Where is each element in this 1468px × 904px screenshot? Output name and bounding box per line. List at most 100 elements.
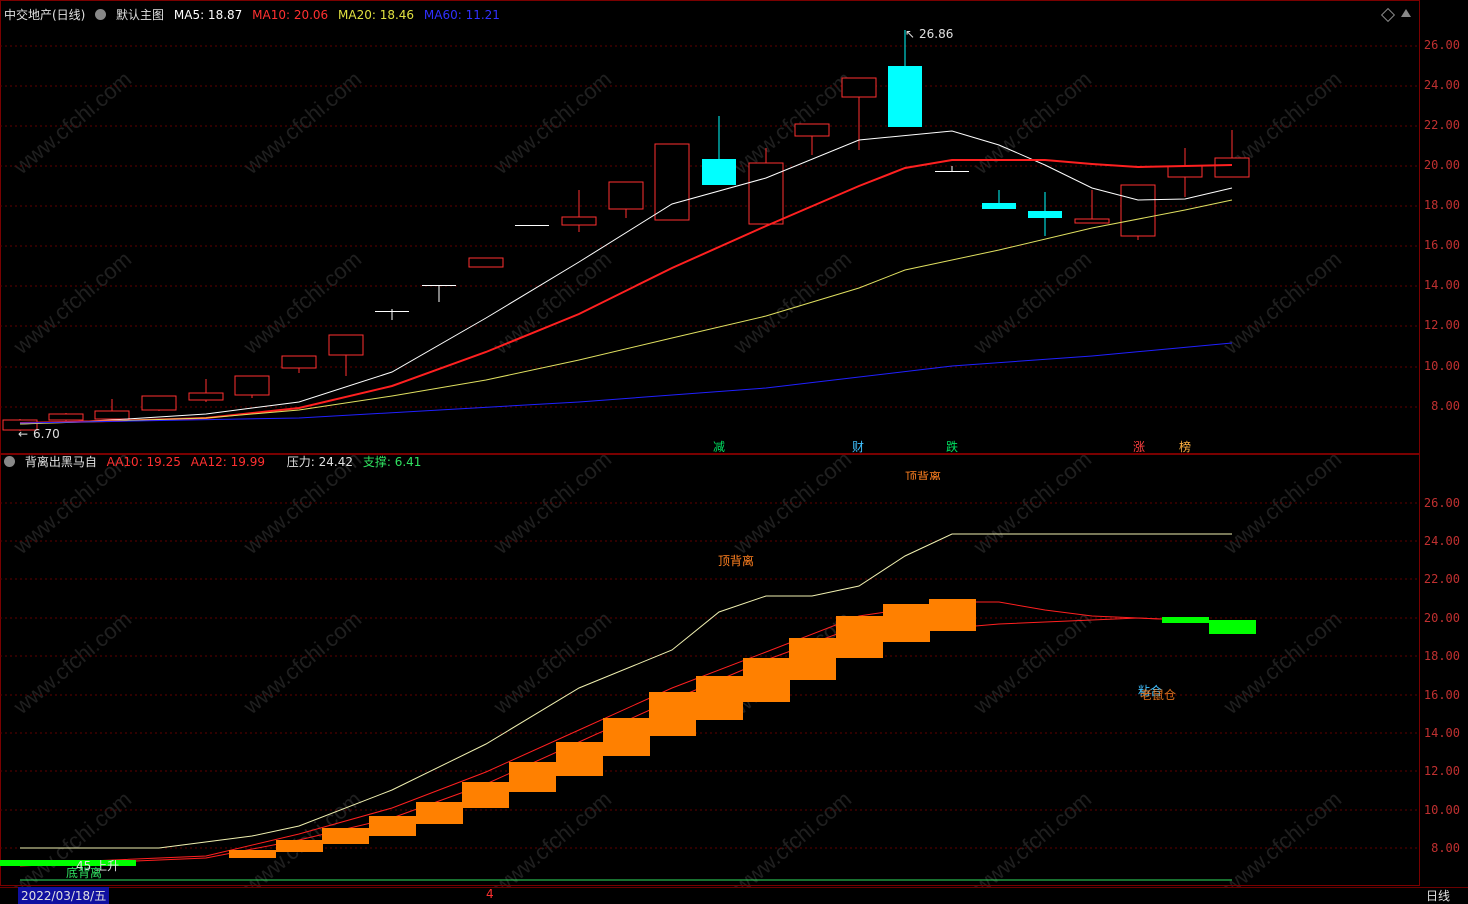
pressure-line — [20, 533, 1232, 849]
candle-body — [654, 143, 690, 221]
candle-body — [328, 334, 364, 356]
ma10-line — [19, 159, 1233, 424]
gear-icon[interactable] — [95, 9, 107, 20]
candle-body — [1074, 218, 1110, 224]
cursor-date-label: 2022/03/18/五 — [18, 887, 110, 904]
divergence-bar — [696, 676, 743, 720]
indicator-title[interactable]: 背离出黑马自 — [24, 455, 97, 469]
main-axis-tick: 16.00 — [1423, 238, 1460, 252]
indicator-axis-tick: 22.00 — [1423, 572, 1460, 586]
aa10-value: AA10: 19.25 — [106, 455, 181, 469]
candle-body — [422, 285, 456, 286]
indicator-axis-tick: 12.00 — [1423, 764, 1460, 778]
candle-body — [608, 181, 644, 210]
candle-body — [515, 225, 549, 226]
indicator-header: 背离出黑马自 AA10: 19.25 AA12: 19.99 压力: 24.42… — [4, 453, 427, 471]
candle-body — [2, 419, 38, 431]
template-name[interactable]: 默认主图 — [116, 8, 165, 22]
indicator-axis-tick: 8.00 — [1431, 841, 1460, 855]
candle-body — [702, 159, 736, 185]
main-axis-tick: 26.00 — [1423, 38, 1460, 52]
indicator-axis-tick: 18.00 — [1423, 649, 1460, 663]
main-axis-tick: 8.00 — [1431, 399, 1460, 413]
main-axis-tick: 12.00 — [1423, 318, 1460, 332]
event-marker: 榜 — [1179, 440, 1192, 454]
status-bar — [0, 887, 1468, 902]
indicator-panel[interactable] — [0, 454, 1420, 886]
indicator-axis-tick: 20.00 — [1423, 611, 1460, 625]
merge-signal-bar — [1209, 620, 1256, 634]
candle-body — [1120, 184, 1156, 237]
event-marker: 财 — [852, 440, 865, 454]
min-arrow: ← — [18, 427, 29, 441]
candle-body — [234, 375, 270, 396]
max-arrow: ↖ — [905, 27, 916, 41]
max-price-label: 26.86 — [919, 27, 954, 41]
candle-body — [94, 410, 130, 420]
ma5-value: MA5: 18.87 — [173, 8, 243, 22]
divergence-bar — [556, 742, 603, 776]
indicator-axis-tick: 16.00 — [1423, 688, 1460, 702]
candle-body — [748, 162, 784, 225]
ma60-line — [19, 342, 1233, 424]
candle-body — [935, 171, 969, 172]
ma20-value: MA20: 18.46 — [338, 8, 415, 22]
divergence-bar — [416, 802, 463, 824]
candle-body — [1167, 165, 1203, 178]
scroll-up-icon[interactable] — [1401, 9, 1411, 17]
main-axis-tick: 14.00 — [1423, 278, 1460, 292]
divergence-bar — [229, 850, 276, 858]
candle-body — [794, 123, 830, 137]
up-label: 45 上升 — [76, 859, 120, 873]
candle-body — [561, 216, 597, 226]
ma60-value: MA60: 11.21 — [423, 8, 500, 22]
indicator-axis-tick: 10.00 — [1423, 803, 1460, 817]
indicator-axis-tick: 26.00 — [1423, 496, 1460, 510]
divergence-bar — [369, 816, 416, 836]
main-axis-tick: 18.00 — [1423, 198, 1460, 212]
mid-marker: 4 — [486, 887, 494, 901]
divergence-bar — [509, 762, 556, 792]
candle-body — [888, 66, 922, 127]
candle-body — [188, 392, 224, 401]
divergence-bar — [789, 638, 836, 680]
aa10-line — [19, 601, 1233, 865]
candle-body — [48, 413, 84, 421]
top-divergence-label: 顶背离 — [718, 554, 755, 568]
bottom-signal-bar — [0, 860, 136, 866]
candle-body — [1214, 157, 1250, 178]
ma5-line — [19, 130, 1233, 425]
divergence-bar — [462, 782, 509, 808]
candle-body — [375, 311, 409, 312]
pressure-value: 压力: 24.42 — [286, 455, 354, 469]
divergence-bar — [836, 616, 883, 658]
gear-icon[interactable] — [4, 456, 15, 467]
main-axis-tick: 24.00 — [1423, 78, 1460, 92]
candle-body — [1028, 211, 1062, 218]
indicator-axis-tick: 24.00 — [1423, 534, 1460, 548]
divergence-bar — [883, 604, 930, 642]
ma10-value: MA10: 20.06 — [252, 8, 329, 22]
divergence-bar — [603, 718, 650, 756]
main-axis-tick: 10.00 — [1423, 359, 1460, 373]
divergence-bar — [929, 599, 976, 631]
main-axis-tick: 22.00 — [1423, 118, 1460, 132]
ma20-line — [19, 199, 1233, 425]
candle-body — [841, 77, 877, 98]
divergence-bar — [649, 692, 696, 736]
merge-label: 粘合 — [1138, 684, 1163, 698]
period-button[interactable]: 日线 — [1426, 889, 1451, 903]
main-chart-panel[interactable] — [0, 0, 1420, 454]
divergence-bar — [322, 828, 369, 844]
event-marker: 跌 — [946, 440, 959, 454]
aa12-value: AA12: 19.99 — [190, 455, 265, 469]
min-price-label: 6.70 — [33, 427, 60, 441]
candle-body — [982, 203, 1016, 209]
divergence-bar — [276, 840, 323, 852]
top-divergence-label-top: 顶背离 — [905, 470, 942, 480]
rat-label: 老鼠仓 — [1140, 688, 1177, 702]
indicator-axis-tick: 14.00 — [1423, 726, 1460, 740]
main-axis-tick: 20.00 — [1423, 158, 1460, 172]
candle-body — [141, 395, 177, 411]
